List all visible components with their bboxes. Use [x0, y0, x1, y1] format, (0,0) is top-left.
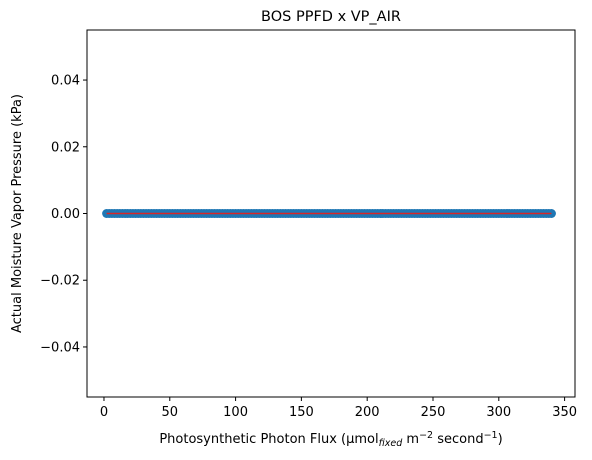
x-axis-label-sup2: −1	[484, 430, 498, 441]
x-axis-label-sup1: −2	[419, 430, 433, 441]
y-tick-label: 0.04	[51, 74, 80, 89]
y-tick-label: −0.04	[40, 340, 80, 355]
chart-title: BOS PPFD x VP_AIR	[261, 9, 401, 25]
y-tick-label: −0.02	[40, 274, 80, 289]
x-axis-label-sub: fixed	[379, 438, 404, 449]
y-axis-label: Actual Moisture Vapor Pressure (kPa)	[10, 94, 25, 333]
x-tick-label: 0	[100, 405, 108, 420]
x-axis-label-main: Photosynthetic Photon Flux (μmol	[159, 432, 378, 447]
y-axis: −0.04 −0.02 0.00 0.02 0.04	[40, 74, 87, 355]
x-tick-label: 50	[162, 405, 179, 420]
x-tick-label: 200	[355, 405, 380, 420]
x-tick-label: 300	[486, 405, 511, 420]
x-axis-label-mid: m	[402, 432, 419, 447]
y-tick-label: 0.00	[51, 207, 80, 222]
x-axis: 0 50 100 150 200 250 300 350	[100, 397, 577, 420]
x-tick-label: 250	[421, 405, 446, 420]
y-tick-label: 0.02	[51, 140, 80, 155]
x-tick-label: 350	[552, 405, 577, 420]
x-axis-label-close: )	[498, 432, 503, 447]
x-axis-label: Photosynthetic Photon Flux (μmolfixed m−…	[159, 430, 502, 449]
plot-area	[86, 29, 576, 398]
x-tick-label: 100	[223, 405, 248, 420]
x-tick-label: 150	[289, 405, 314, 420]
x-axis-label-end: second	[433, 432, 484, 447]
